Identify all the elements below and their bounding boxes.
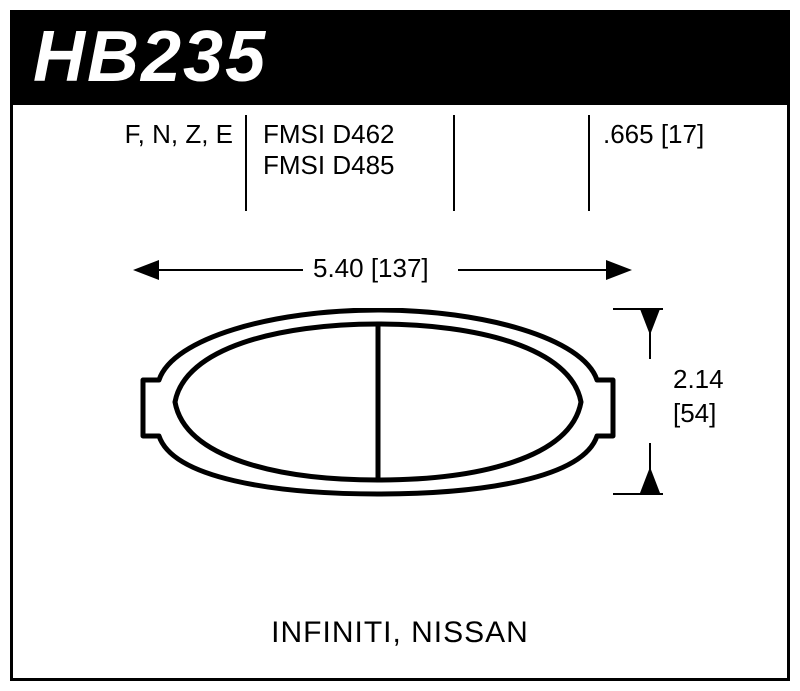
fmsi-codes: FMSI D462 FMSI D485 (263, 119, 395, 181)
divider (453, 115, 455, 211)
divider (245, 115, 247, 211)
thickness-spec: .665 [17] (603, 119, 704, 150)
brake-pad-diagram: 5.40 [137] 2.14 [54] (13, 253, 793, 593)
divider (588, 115, 590, 211)
width-dimension-label: 5.40 [137] (313, 253, 429, 284)
vehicle-makes: INFINITI, NISSAN (13, 616, 787, 650)
fmsi-line: FMSI D485 (263, 150, 395, 181)
spec-sheet-frame: HB235 F, N, Z, E FMSI D462 FMSI D485 .66… (10, 10, 790, 681)
dimension-arrowhead-icon (640, 467, 660, 493)
dimension-line (649, 309, 651, 359)
dimension-extension-line (613, 493, 663, 495)
dimension-arrowhead-icon (606, 260, 632, 280)
height-value-mm: [54] (673, 397, 724, 431)
height-dimension-label: 2.14 [54] (673, 363, 724, 431)
part-number: HB235 (33, 21, 767, 93)
dimension-arrowhead-icon (133, 260, 159, 280)
fmsi-line: FMSI D462 (263, 119, 395, 150)
dimension-line (458, 269, 608, 271)
dimension-line (158, 269, 303, 271)
header-bar: HB235 (13, 13, 787, 105)
compound-codes: F, N, Z, E (93, 119, 233, 150)
spec-row: F, N, Z, E FMSI D462 FMSI D485 .665 [17] (13, 105, 787, 245)
brake-pad-outline (123, 308, 633, 508)
height-value-in: 2.14 (673, 363, 724, 397)
